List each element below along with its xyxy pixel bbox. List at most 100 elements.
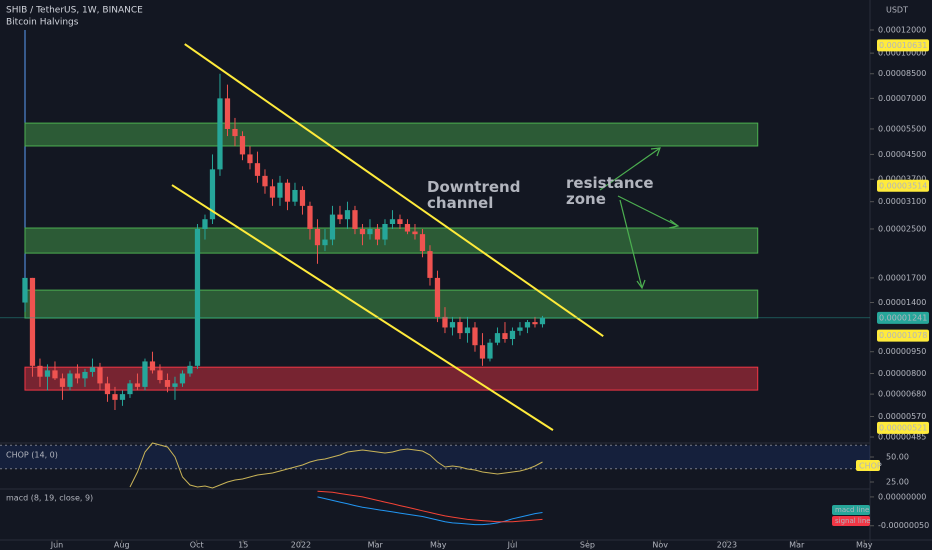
y-tick-label: -0.00000050 <box>878 521 929 530</box>
annotation: Downtrend channel <box>427 178 520 212</box>
macd-line <box>317 490 543 523</box>
candle-body <box>337 214 343 220</box>
candle-body <box>82 371 88 379</box>
chop-badge-bg <box>856 460 880 471</box>
candle-body <box>539 317 546 325</box>
candle-body <box>397 219 403 225</box>
macd-line <box>317 496 543 526</box>
candle-body <box>494 333 501 343</box>
annotation: resistance zone <box>566 174 654 208</box>
candle-body <box>314 228 321 246</box>
x-tick-label: 2023 <box>717 541 737 550</box>
x-tick-label: Sep <box>580 541 595 550</box>
y-tick-label: 0.00004500 <box>878 150 926 159</box>
candle-body <box>194 228 201 366</box>
candle-body <box>134 383 141 387</box>
legend-swatch <box>832 505 870 515</box>
candle-body <box>202 219 208 229</box>
x-tick-label: 15 <box>238 541 248 550</box>
annotation-line: zone <box>566 190 606 208</box>
y-tick-label: 0.00003700 <box>878 175 926 184</box>
candle-body <box>524 322 531 328</box>
candle-body <box>434 277 441 317</box>
candle-body <box>52 370 58 379</box>
x-tick-label: Jun <box>50 541 64 550</box>
candle-body <box>427 251 433 278</box>
candle-body <box>449 322 456 328</box>
zone <box>24 122 759 147</box>
candle-body <box>389 219 396 225</box>
price-badge <box>877 39 929 52</box>
candle-body <box>119 394 126 400</box>
trend-line <box>184 43 604 337</box>
candle-body <box>479 345 486 359</box>
candle-body <box>217 98 223 170</box>
price-badge <box>877 329 929 342</box>
candle-body <box>374 228 381 240</box>
y-tick-label: 50.00 <box>886 453 909 462</box>
price-badge-label: 0.00001078 <box>879 331 927 340</box>
pane-label: CHOP (14, 0) <box>6 451 58 460</box>
price-badge-label: 0.00003514 <box>879 181 927 190</box>
y-tick-label: 0.00000570 <box>878 412 926 421</box>
candle-body <box>299 189 306 206</box>
candle-body <box>322 239 328 246</box>
candle-body <box>269 186 276 198</box>
candle-body <box>487 342 493 359</box>
x-tick-label: Mar <box>368 541 384 550</box>
candle-body <box>97 367 103 384</box>
chop-band <box>0 445 870 469</box>
candle-body <box>157 370 163 381</box>
price-badge <box>877 179 929 192</box>
y-tick-label: 0.00000950 <box>878 347 926 356</box>
y-tick-label: 0.00005500 <box>878 124 926 133</box>
candle-body <box>502 333 508 340</box>
legend-swatch <box>832 516 870 526</box>
candle-body <box>89 367 96 372</box>
candle-body <box>457 322 463 334</box>
candle-body <box>29 277 36 366</box>
candle-body <box>419 234 426 252</box>
candle-body <box>292 189 298 202</box>
candle-body <box>37 365 43 377</box>
candle-body <box>239 136 246 155</box>
y-tick-label: 0.00001400 <box>878 298 926 307</box>
y-tick-label: 0.00002500 <box>878 224 926 233</box>
symbol-title: SHIB / TetherUS, 1W, BINANCE <box>6 6 143 16</box>
price-badge <box>877 311 929 324</box>
candle-body <box>517 327 523 331</box>
candle-body <box>404 224 411 232</box>
candle-body <box>44 370 51 377</box>
currency-label: USDT <box>886 6 908 15</box>
candle-body <box>359 228 366 235</box>
x-tick-label: May <box>430 541 447 550</box>
candle-body <box>509 330 516 340</box>
x-tick-label: 2022 <box>291 541 311 550</box>
candle-body <box>367 228 373 235</box>
y-tick-label: 0.00003100 <box>878 197 926 206</box>
candle-body <box>277 182 283 198</box>
candle-body <box>412 231 418 235</box>
price-badge <box>877 421 929 434</box>
zone <box>24 366 759 391</box>
pane-label: macd (8, 19, close, 9) <box>6 494 93 503</box>
candle-body <box>187 365 193 374</box>
candle-body <box>172 383 178 387</box>
x-tick-label: Mar <box>789 541 805 550</box>
chop-line <box>129 442 543 489</box>
candle-body <box>112 394 118 400</box>
candle-body <box>382 224 388 240</box>
candle-body <box>464 327 471 334</box>
x-tick-label: Jul <box>507 541 518 550</box>
annotation-line: channel <box>427 194 493 212</box>
candle-body <box>344 210 351 220</box>
candle-body <box>329 214 336 240</box>
y-tick-label: 0.00000000 <box>878 492 926 501</box>
candle-body <box>284 182 291 202</box>
y-tick-label: 0.00001700 <box>878 273 926 282</box>
candle-body <box>532 322 538 325</box>
candle-body <box>59 378 66 387</box>
x-tick-label: Oct <box>190 541 204 550</box>
